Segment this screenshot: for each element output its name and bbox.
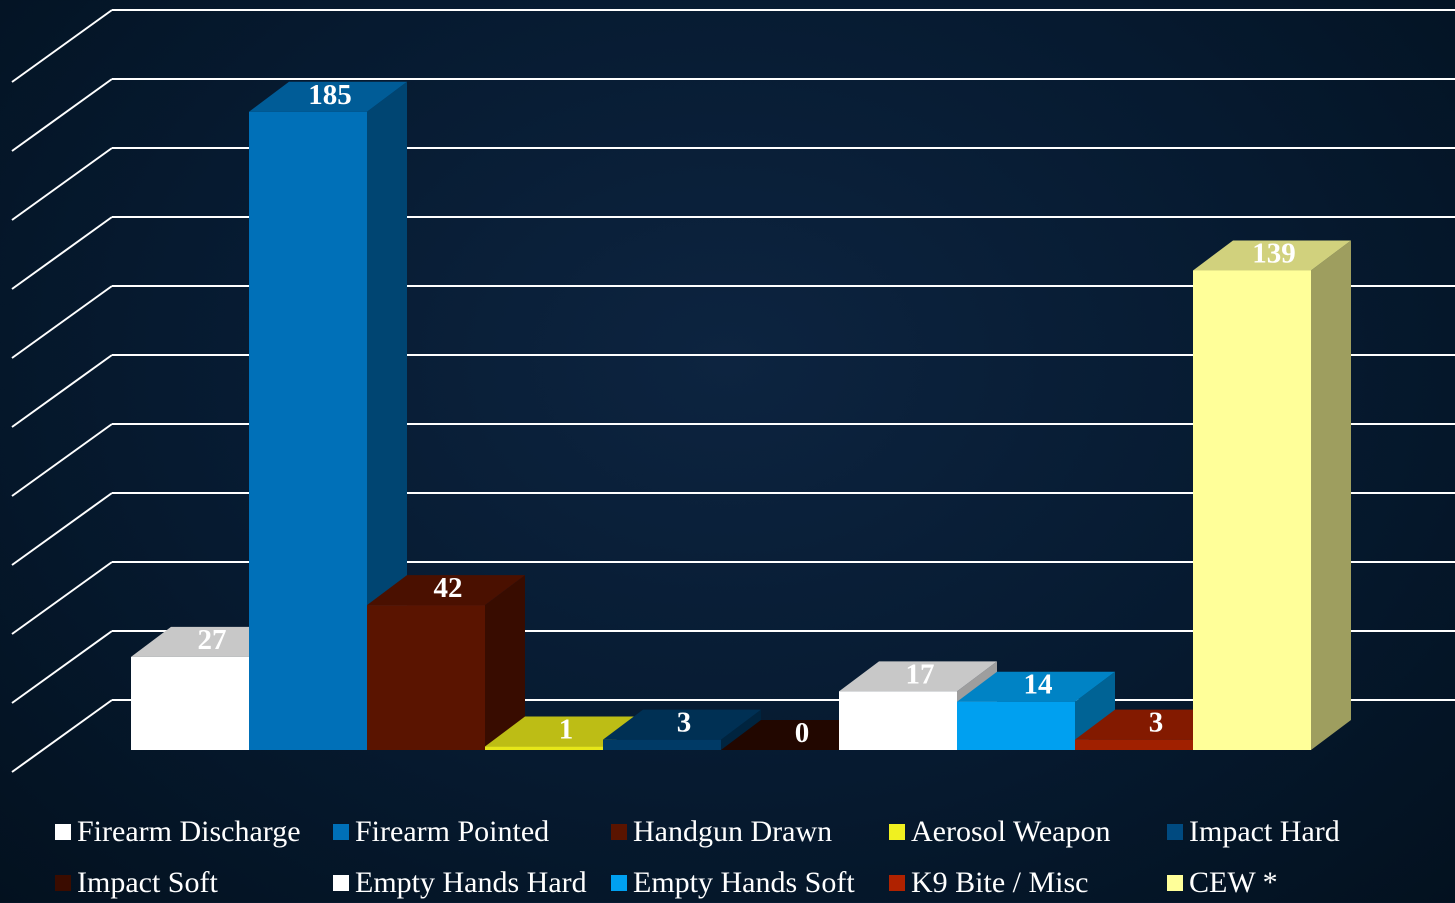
gridline-diagonal <box>11 699 113 773</box>
gridline-diagonal <box>11 78 113 152</box>
data-label: 0 <box>795 717 810 749</box>
gridline-diagonal <box>11 630 113 704</box>
gridline-diagonal <box>11 561 113 635</box>
bar-top <box>839 661 997 692</box>
legend-swatch <box>889 875 905 891</box>
legend-swatch <box>889 824 905 840</box>
legend-label: Impact Hard <box>1189 815 1340 848</box>
bar <box>839 691 957 750</box>
legend-label: Empty Hands Soft <box>633 866 855 899</box>
legend-label: CEW * <box>1189 866 1278 899</box>
legend-item: Empty Hands Soft <box>611 863 855 903</box>
bar-side <box>485 575 525 750</box>
data-label: 17 <box>906 658 935 690</box>
bar <box>485 746 603 750</box>
bar <box>957 701 1075 750</box>
legend-item: Impact Hard <box>1167 812 1340 852</box>
legend-item: Handgun Drawn <box>611 812 832 852</box>
bar-top <box>1193 240 1351 271</box>
gridline-diagonal <box>11 216 113 290</box>
legend-label: Handgun Drawn <box>633 815 833 848</box>
legend-swatch <box>1167 824 1183 840</box>
bar-top <box>603 709 761 740</box>
legend-label: Firearm Pointed <box>355 815 550 848</box>
legend-item: Firearm Pointed <box>333 812 549 852</box>
bar <box>131 656 249 750</box>
legend-label: Empty Hands Hard <box>355 866 587 899</box>
bar-top <box>957 671 1115 702</box>
bar-side <box>721 709 761 750</box>
gridline-diagonal <box>11 354 113 428</box>
gridline-diagonal <box>11 9 113 83</box>
bar-side <box>1311 240 1351 750</box>
data-label: 185 <box>308 79 352 111</box>
data-label: 3 <box>677 707 692 739</box>
legend: Firearm Discharge Firearm Pointed Handgun … <box>55 812 1455 902</box>
bar <box>249 111 367 750</box>
data-label: 3 <box>1149 707 1164 739</box>
legend-label: Aerosol Weapon <box>911 815 1111 848</box>
data-label: 42 <box>434 572 463 604</box>
legend-label: K9 Bite / Misc <box>911 866 1089 899</box>
data-label: 27 <box>198 624 227 656</box>
legend-label: Firearm Discharge <box>77 815 301 848</box>
data-label: 1 <box>559 714 574 746</box>
gridline-diagonal <box>11 423 113 497</box>
data-label: 139 <box>1252 237 1296 269</box>
bar-top <box>485 716 643 747</box>
legend-label: Impact Soft <box>77 866 218 899</box>
legend-item: K9 Bite / Misc <box>889 863 1089 903</box>
bar-side <box>1075 671 1115 750</box>
legend-swatch <box>611 875 627 891</box>
bar-top <box>249 81 407 112</box>
gridline-diagonal <box>11 285 113 359</box>
legend-swatch <box>333 824 349 840</box>
gridline-diagonal <box>11 147 113 221</box>
legend-swatch <box>55 875 71 891</box>
legend-swatch <box>333 875 349 891</box>
legend-item: Empty Hands Hard <box>333 863 587 903</box>
bar <box>1193 270 1311 750</box>
legend-item: Aerosol Weapon <box>889 812 1110 852</box>
legend-item: CEW * <box>1167 863 1278 903</box>
bar <box>603 739 721 750</box>
legend-item: Impact Soft <box>55 863 218 903</box>
legend-swatch <box>611 824 627 840</box>
legend-item: Firearm Discharge <box>55 812 301 852</box>
bar <box>367 605 485 750</box>
gridline-diagonal <box>11 492 113 566</box>
bar <box>1075 739 1193 750</box>
legend-swatch <box>55 824 71 840</box>
legend-swatch <box>1167 875 1183 891</box>
bar-top <box>367 575 525 606</box>
data-label: 14 <box>1024 669 1053 701</box>
